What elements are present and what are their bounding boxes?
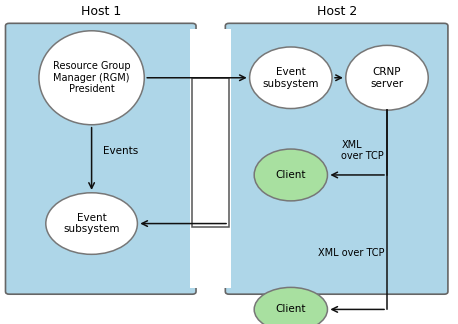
Bar bbox=[190, 29, 231, 288]
Text: Client: Client bbox=[276, 170, 306, 180]
Text: Client: Client bbox=[276, 305, 306, 314]
Ellipse shape bbox=[346, 45, 428, 110]
Text: Host 1: Host 1 bbox=[81, 5, 121, 18]
FancyBboxPatch shape bbox=[192, 78, 229, 227]
FancyBboxPatch shape bbox=[5, 23, 196, 294]
Text: XML
over TCP: XML over TCP bbox=[341, 140, 384, 161]
Text: Event
subsystem: Event subsystem bbox=[63, 213, 120, 234]
Text: CRNP
server: CRNP server bbox=[371, 67, 403, 88]
FancyBboxPatch shape bbox=[225, 23, 448, 294]
Ellipse shape bbox=[250, 47, 332, 109]
Text: Host 2: Host 2 bbox=[316, 5, 357, 18]
Ellipse shape bbox=[254, 287, 327, 324]
Ellipse shape bbox=[39, 31, 144, 125]
Text: Events: Events bbox=[103, 146, 138, 156]
Text: XML over TCP: XML over TCP bbox=[318, 248, 385, 258]
Text: Resource Group
Manager (RGM)
President: Resource Group Manager (RGM) President bbox=[53, 61, 131, 94]
Ellipse shape bbox=[254, 149, 327, 201]
Text: Event
subsystem: Event subsystem bbox=[262, 67, 319, 88]
Ellipse shape bbox=[46, 193, 137, 254]
